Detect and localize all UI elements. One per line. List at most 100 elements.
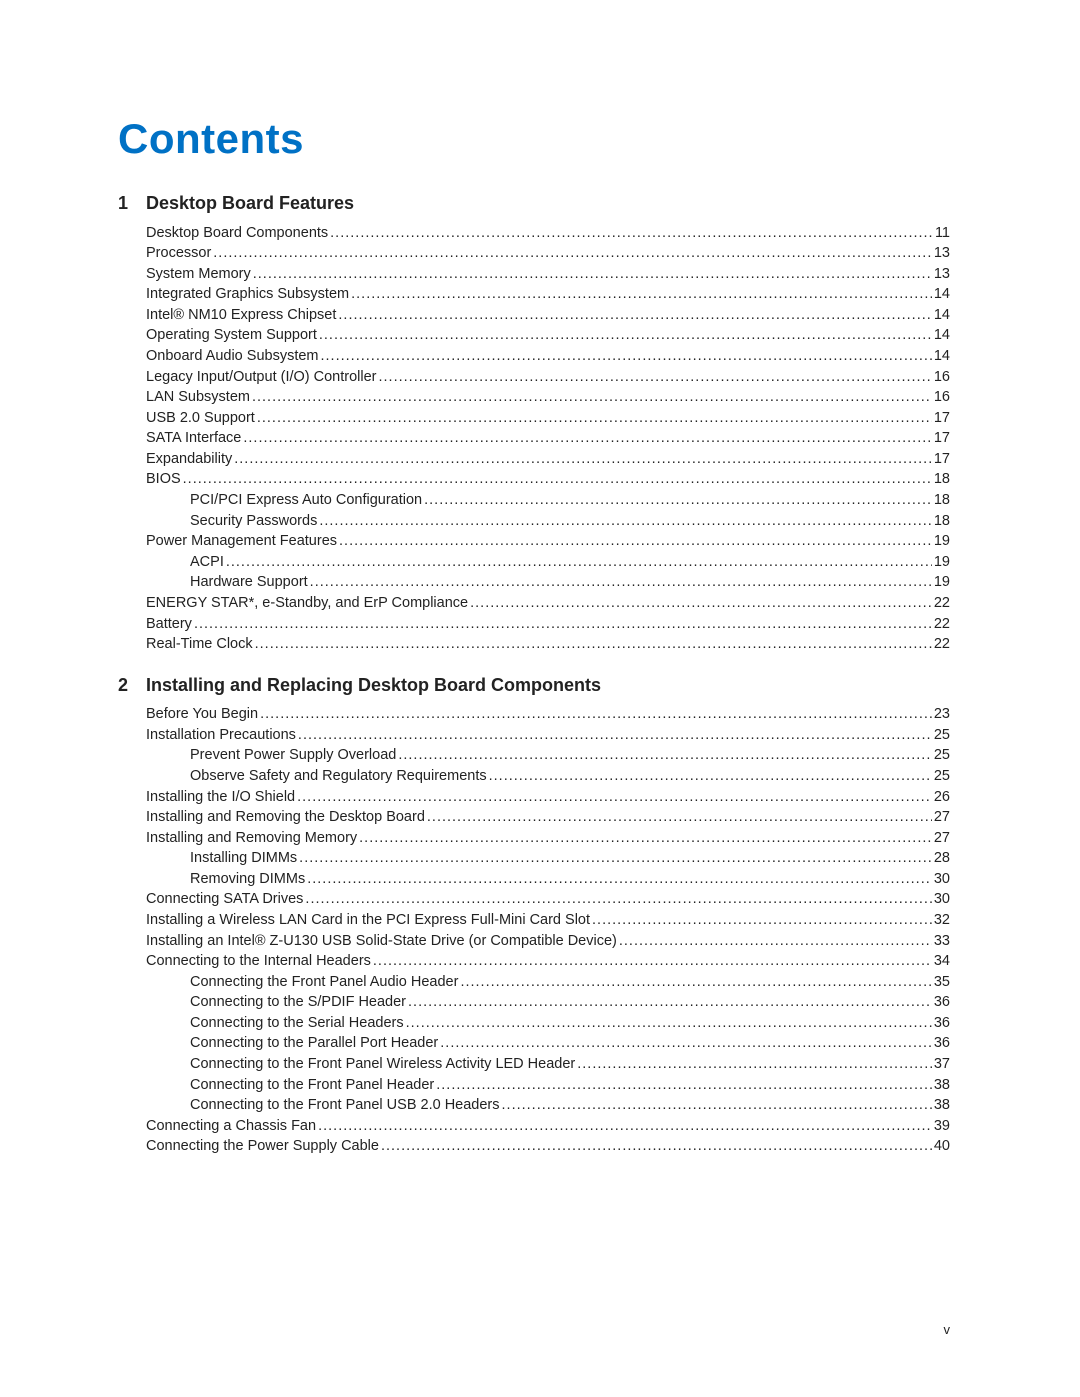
toc-entry-label: Connecting to the Front Panel Header: [190, 1075, 434, 1096]
toc-entry-label: ACPI: [190, 552, 224, 573]
toc-entry-page: 36: [934, 992, 950, 1013]
toc-entry-page: 22: [934, 634, 950, 655]
section-title: Desktop Board Features: [146, 191, 354, 217]
section-number: 1: [118, 191, 132, 217]
dot-leader: [319, 325, 932, 346]
toc-entry-page: 17: [934, 428, 950, 449]
dot-leader: [398, 745, 932, 766]
toc-entry[interactable]: Onboard Audio Subsystem14: [118, 346, 950, 367]
toc-entry[interactable]: Installing a Wireless LAN Card in the PC…: [118, 910, 950, 931]
toc-entry[interactable]: Connecting to the Serial Headers36: [118, 1013, 950, 1034]
toc-entry[interactable]: Installing and Removing Memory27: [118, 828, 950, 849]
toc-entry[interactable]: Installing the I/O Shield26: [118, 787, 950, 808]
toc-entry[interactable]: Expandability17: [118, 449, 950, 470]
toc-entry[interactable]: Real-Time Clock 22: [118, 634, 950, 655]
dot-leader: [183, 469, 932, 490]
toc-entry-page: 37: [934, 1054, 950, 1075]
toc-entry-page: 34: [934, 951, 950, 972]
toc-entry-page: 14: [934, 346, 950, 367]
toc-entry[interactable]: BIOS18: [118, 469, 950, 490]
toc-entry-label: Installing a Wireless LAN Card in the PC…: [146, 910, 590, 931]
toc-entry[interactable]: Removing DIMMs30: [118, 869, 950, 890]
toc-entry[interactable]: Observe Safety and Regulatory Requiremen…: [118, 766, 950, 787]
dot-leader: [260, 704, 932, 725]
dot-leader: [257, 408, 932, 429]
toc-entry-page: 19: [934, 531, 950, 552]
dot-leader: [299, 848, 932, 869]
toc-entry-label: Installing DIMMs: [190, 848, 297, 869]
toc-entry-label: Processor: [146, 243, 211, 264]
dot-leader: [577, 1054, 932, 1075]
dot-leader: [243, 428, 931, 449]
toc-entry[interactable]: Connecting the Power Supply Cable 40: [118, 1136, 950, 1157]
toc-entry-label: Integrated Graphics Subsystem: [146, 284, 349, 305]
toc-entry[interactable]: Installation Precautions25: [118, 725, 950, 746]
dot-leader: [460, 972, 931, 993]
toc-entry[interactable]: Integrated Graphics Subsystem14: [118, 284, 950, 305]
toc-entry-label: BIOS: [146, 469, 181, 490]
toc-entry[interactable]: Connecting SATA Drives30: [118, 889, 950, 910]
toc-entry-label: Connecting to the Front Panel USB 2.0 He…: [190, 1095, 500, 1116]
toc-entry[interactable]: PCI/PCI Express Auto Configuration18: [118, 490, 950, 511]
toc-entry[interactable]: Installing and Removing the Desktop Boar…: [118, 807, 950, 828]
toc-entry[interactable]: Desktop Board Components11: [118, 223, 950, 244]
toc-entry[interactable]: Connecting a Chassis Fan39: [118, 1116, 950, 1137]
toc-entry[interactable]: Installing an Intel® Z-U130 USB Solid-St…: [118, 931, 950, 952]
toc-entry[interactable]: Processor13: [118, 243, 950, 264]
dot-leader: [338, 305, 931, 326]
toc-entry-label: PCI/PCI Express Auto Configuration: [190, 490, 422, 511]
toc-entry[interactable]: Connecting the Front Panel Audio Header3…: [118, 972, 950, 993]
toc-entry[interactable]: Connecting to the Front Panel Header 38: [118, 1075, 950, 1096]
dot-leader: [339, 531, 932, 552]
toc-entry-page: 32: [934, 910, 950, 931]
toc-entry[interactable]: ACPI19: [118, 552, 950, 573]
dot-leader: [470, 593, 932, 614]
toc-entry[interactable]: USB 2.0 Support17: [118, 408, 950, 429]
toc-entry[interactable]: Intel® NM10 Express Chipset14: [118, 305, 950, 326]
toc-entry-page: 22: [934, 614, 950, 635]
toc-entry-label: Connecting to the S/PDIF Header: [190, 992, 406, 1013]
toc-entry-label: Connecting the Power Supply Cable: [146, 1136, 379, 1157]
toc-entry-label: System Memory: [146, 264, 251, 285]
toc-entry[interactable]: System Memory13: [118, 264, 950, 285]
toc-entry-page: 14: [934, 305, 950, 326]
toc-entry[interactable]: Installing DIMMs28: [118, 848, 950, 869]
toc-entry-page: 27: [934, 807, 950, 828]
toc-entry[interactable]: Before You Begin23: [118, 704, 950, 725]
toc-entry-label: Connecting to the Serial Headers: [190, 1013, 404, 1034]
dot-leader: [406, 1013, 932, 1034]
toc-entry[interactable]: Connecting to the Parallel Port Header36: [118, 1033, 950, 1054]
dot-leader: [226, 552, 932, 573]
dot-leader: [318, 1116, 932, 1137]
toc-entry[interactable]: Connecting to the Front Panel Wireless A…: [118, 1054, 950, 1075]
dot-leader: [298, 725, 932, 746]
toc-entry-page: 14: [934, 325, 950, 346]
toc-entry[interactable]: Hardware Support19: [118, 572, 950, 593]
toc-entry-label: Expandability: [146, 449, 232, 470]
toc-entry[interactable]: SATA Interface17: [118, 428, 950, 449]
toc-entry-page: 38: [934, 1075, 950, 1096]
toc-entry[interactable]: Prevent Power Supply Overload25: [118, 745, 950, 766]
toc-entry[interactable]: ENERGY STAR*, e-Standby, and ErP Complia…: [118, 593, 950, 614]
toc-entry[interactable]: Connecting to the Front Panel USB 2.0 He…: [118, 1095, 950, 1116]
toc-entry-label: Security Passwords: [190, 511, 317, 532]
toc-entry[interactable]: Battery22: [118, 614, 950, 635]
toc-entry[interactable]: Legacy Input/Output (I/O) Controller16: [118, 367, 950, 388]
toc-entry-label: Connecting to the Parallel Port Header: [190, 1033, 438, 1054]
toc-entry-page: 39: [934, 1116, 950, 1137]
dot-leader: [427, 807, 932, 828]
toc-entry[interactable]: Connecting to the Internal Headers34: [118, 951, 950, 972]
toc-entry-page: 40: [934, 1136, 950, 1157]
dot-leader: [424, 490, 932, 511]
toc-entry-page: 30: [934, 889, 950, 910]
toc-entry[interactable]: Operating System Support14: [118, 325, 950, 346]
toc-entry[interactable]: Power Management Features19: [118, 531, 950, 552]
toc-entry-page: 27: [934, 828, 950, 849]
toc-entry[interactable]: LAN Subsystem16: [118, 387, 950, 408]
toc-entry[interactable]: Connecting to the S/PDIF Header 36: [118, 992, 950, 1013]
dot-leader: [502, 1095, 932, 1116]
toc-entry-page: 23: [934, 704, 950, 725]
toc-entry[interactable]: Security Passwords18: [118, 511, 950, 532]
toc-entry-label: Real-Time Clock: [146, 634, 253, 655]
toc-body: 1 Desktop Board Features Desktop Board Com…: [118, 191, 950, 1157]
